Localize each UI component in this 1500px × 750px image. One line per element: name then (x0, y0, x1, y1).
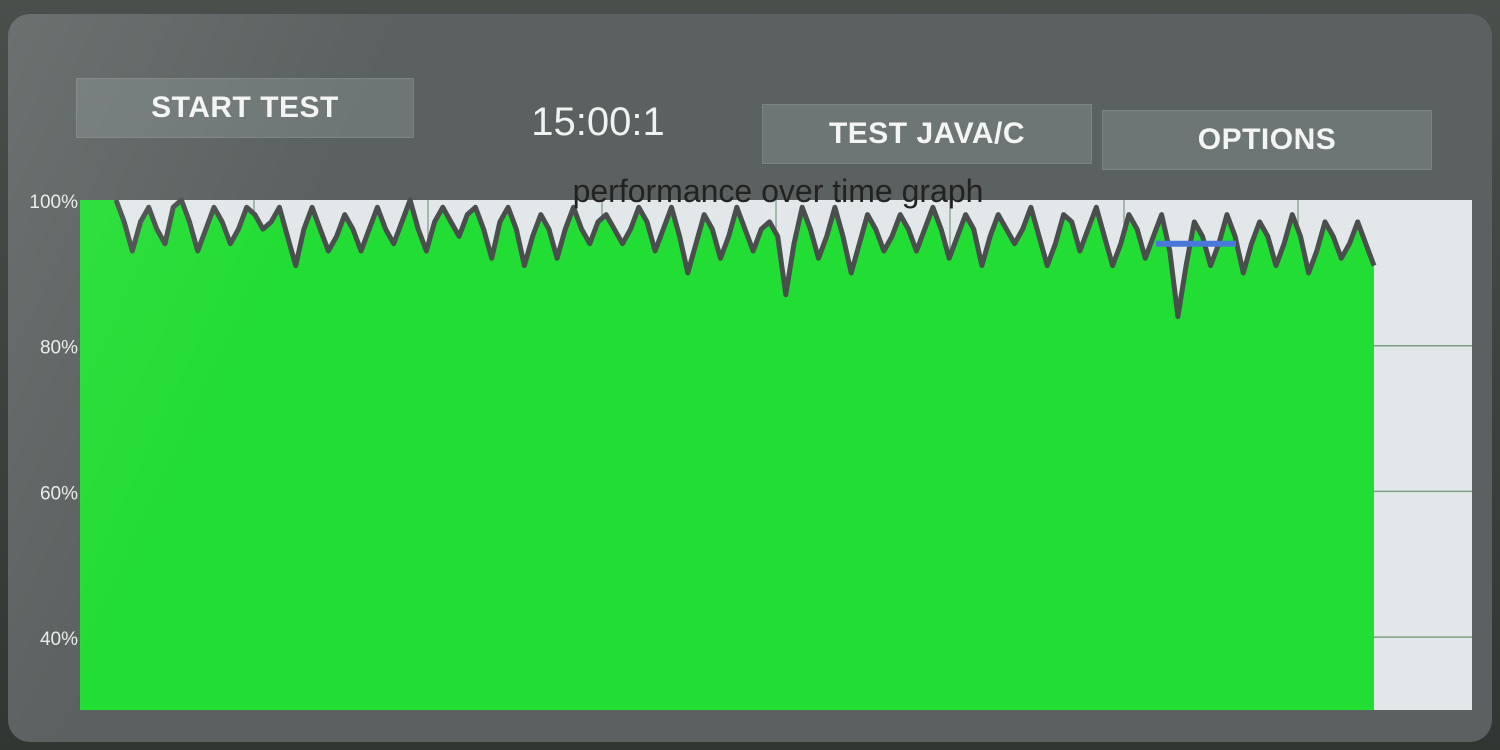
performance-graph: performance over time graph 100% 80% 60% 40… (29, 173, 1472, 710)
y-tick-label: 40% (40, 629, 78, 650)
chart-title: performance over time graph (573, 173, 984, 209)
performance-line (113, 197, 1377, 320)
y-tick-label: 80% (40, 338, 78, 359)
performance-area (80, 200, 1374, 710)
y-tick-label: 100% (29, 192, 78, 213)
y-axis-ticks: 100% 80% 60% 40% (29, 192, 78, 650)
start-test-button[interactable]: START TEST (76, 78, 414, 138)
test-java-c-button[interactable]: TEST JAVA/C (762, 104, 1092, 164)
device-screen: START TEST 15:00:1 TEST JAVA/C OPTIONS p… (8, 14, 1492, 742)
options-button[interactable]: OPTIONS (1102, 110, 1432, 170)
y-tick-label: 60% (40, 483, 78, 504)
timer-display: 15:00:1 (531, 100, 665, 144)
